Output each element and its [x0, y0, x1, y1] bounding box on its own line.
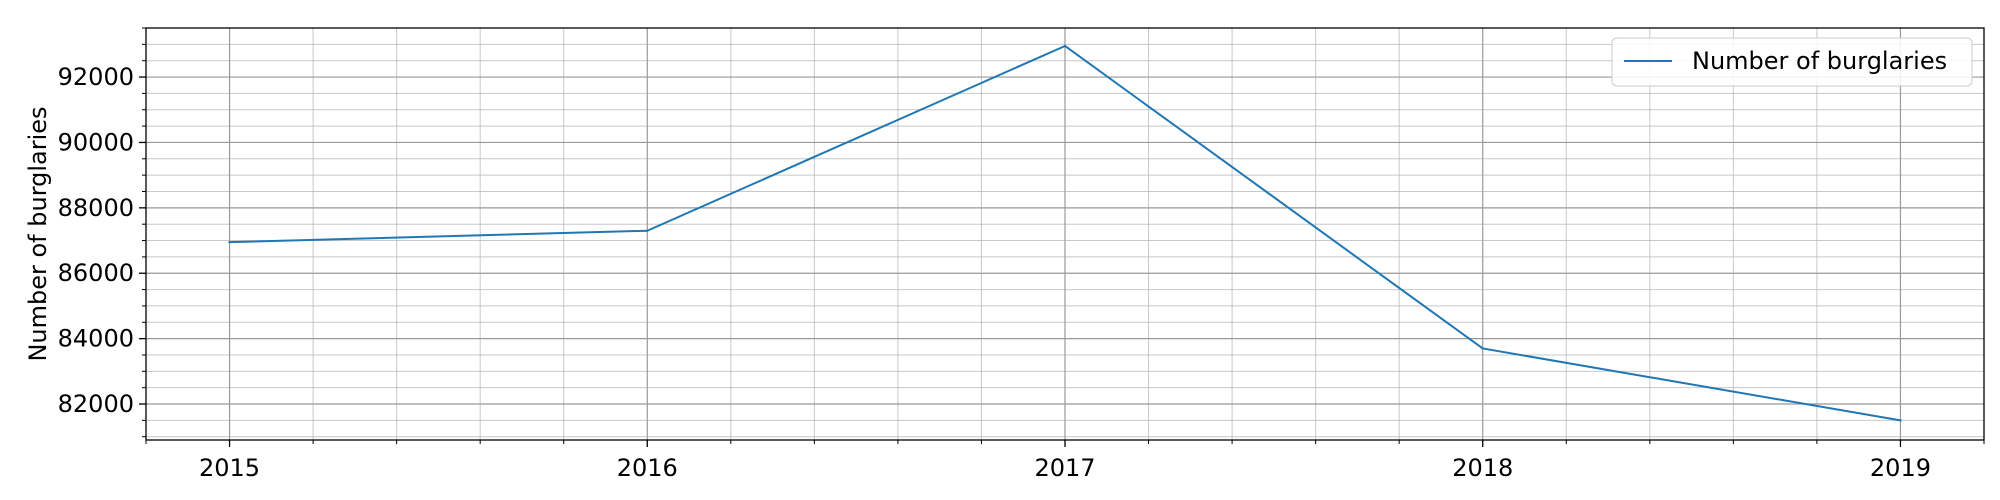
x-tick-label: 2019: [1870, 454, 1931, 482]
y-tick-label: 90000: [58, 128, 134, 156]
y-tick-label: 92000: [58, 63, 134, 91]
major-grid: [146, 28, 1984, 440]
x-tick-label: 2018: [1452, 454, 1513, 482]
legend-label: Number of burglaries: [1692, 47, 1947, 75]
legend-box: [1611, 37, 1973, 87]
data-point: [1481, 347, 1484, 350]
y-tick-label: 88000: [58, 194, 134, 222]
series-layer: [228, 44, 1902, 422]
legend: Number of burglaries: [1611, 37, 1973, 87]
axis-ticks: [139, 27, 1985, 447]
y-tick-label: 84000: [58, 325, 134, 353]
x-tick-labels: 2015 2016 2017 2018 2019: [199, 454, 1931, 482]
data-point: [1063, 44, 1067, 48]
x-tick-label: 2017: [1034, 454, 1095, 482]
data-point: [1899, 419, 1902, 422]
x-tick-label: 2015: [199, 454, 260, 482]
y-tick-label: 82000: [58, 390, 134, 418]
x-tick-label: 2016: [617, 454, 678, 482]
y-axis-label: Number of burglaries: [24, 106, 52, 361]
plot-frame: [145, 27, 1985, 441]
data-point: [646, 229, 649, 232]
y-tick-labels: 82000 84000 86000 88000 90000 92000: [58, 63, 134, 418]
data-point: [228, 240, 231, 244]
y-tick-label: 86000: [58, 259, 134, 287]
